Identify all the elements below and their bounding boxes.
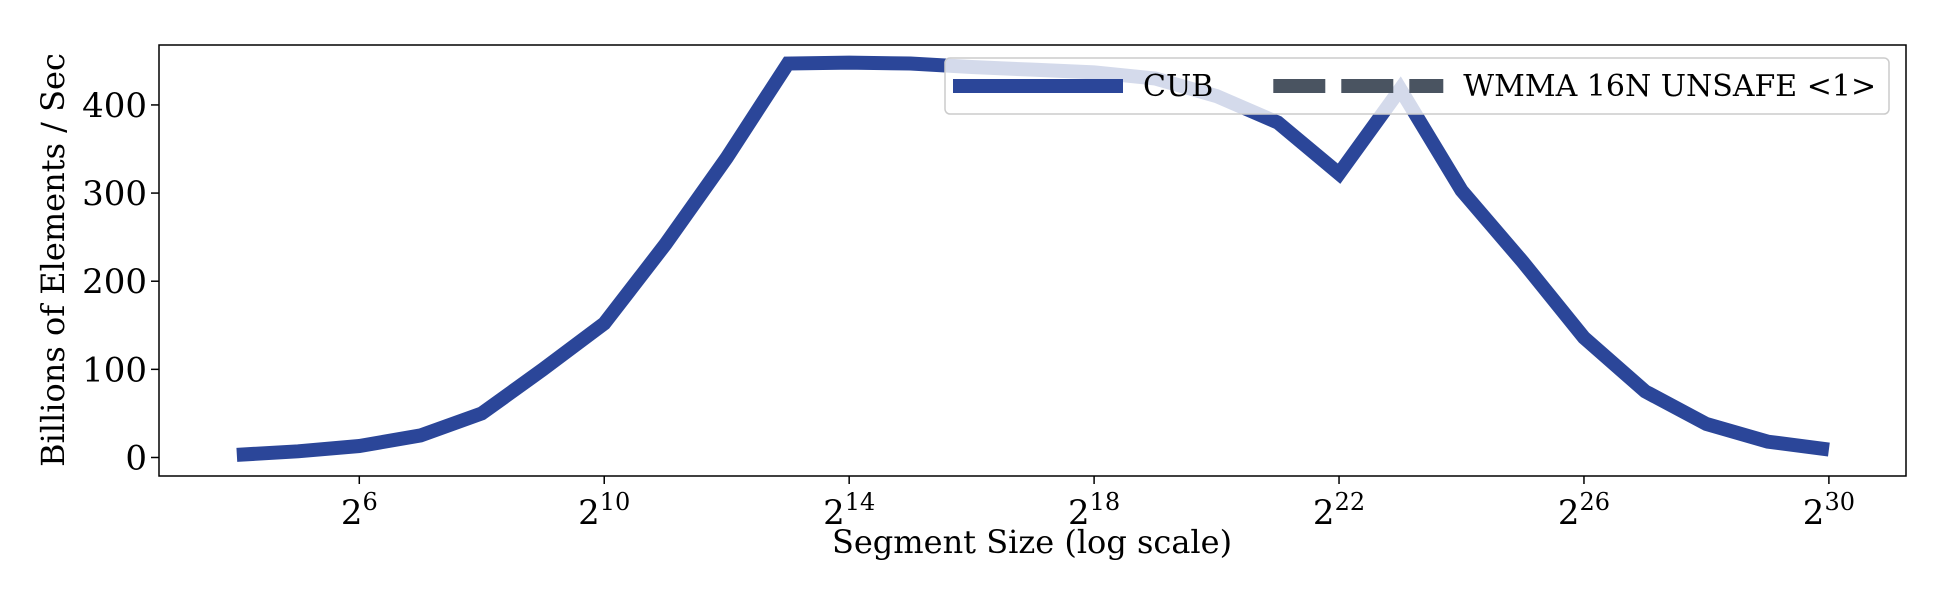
y-tick-label: 300 xyxy=(82,174,147,214)
y-tick-label: 0 xyxy=(125,438,147,478)
x-tick-label: 210 xyxy=(578,488,630,533)
x-tick-label: 218 xyxy=(1068,488,1120,533)
x-tick-label: 222 xyxy=(1313,488,1365,533)
y-tick-label: 400 xyxy=(82,86,147,126)
y-tick-label: 100 xyxy=(82,350,147,390)
legend-label: CUB xyxy=(1143,69,1213,104)
y-tick-label: 200 xyxy=(82,262,147,302)
x-axis-label: Segment Size (log scale) xyxy=(832,523,1232,561)
x-tick-label: 26 xyxy=(341,488,378,533)
x-tick-label: 226 xyxy=(1558,488,1610,533)
x-tick-label: 230 xyxy=(1803,488,1855,533)
legend-label: WMMA 16N UNSAFE <1> xyxy=(1463,69,1876,104)
plot-frame xyxy=(158,44,1907,477)
series-line xyxy=(236,55,1830,462)
y-axis-label: Billions of Elements / Sec xyxy=(34,53,72,467)
x-tick-label: 214 xyxy=(823,488,875,533)
